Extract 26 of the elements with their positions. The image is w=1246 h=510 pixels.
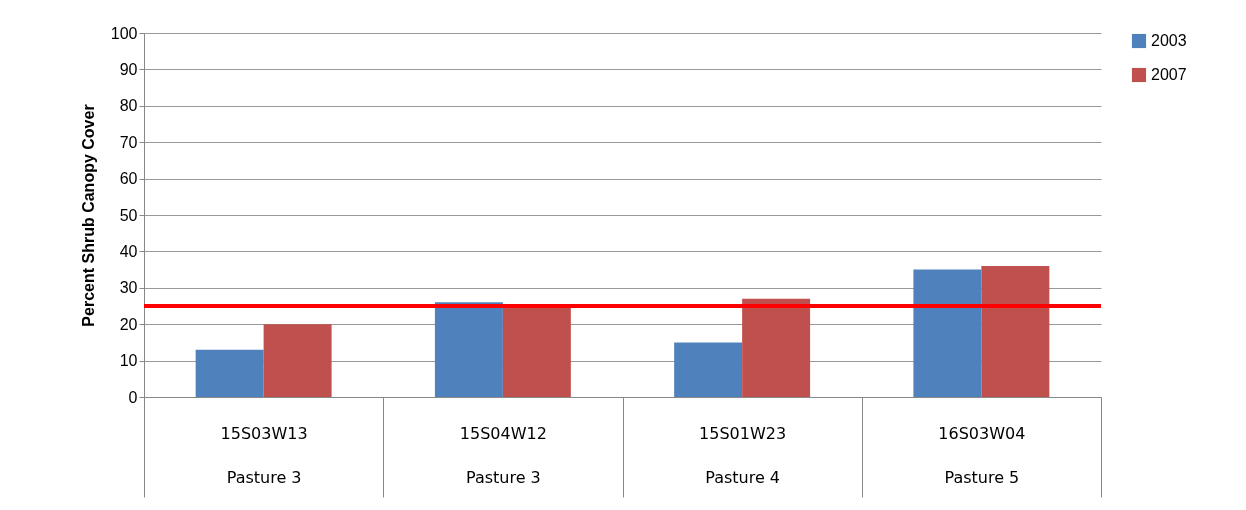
- y-tick-label: 0: [128, 388, 138, 406]
- category-label: 16S03W04 Pasture 5: [938, 423, 1026, 487]
- bar: [981, 265, 1050, 397]
- category-label: 15S04W12 Pasture 3: [459, 423, 547, 487]
- y-axis-title: Percent Shrub Canopy Cover: [79, 104, 97, 327]
- bar: [195, 349, 264, 397]
- y-tick-label: 30: [119, 279, 138, 297]
- y-tick-label: 60: [119, 170, 138, 188]
- bar: [674, 342, 743, 397]
- y-tick-label: 40: [119, 242, 138, 260]
- legend-label: 2003: [1151, 32, 1187, 49]
- y-tick-label: 50: [119, 206, 138, 224]
- legend-label: 2007: [1151, 66, 1187, 83]
- y-tick-label: 100: [110, 24, 138, 42]
- category-label: 15S03W13 Pasture 3: [220, 423, 308, 487]
- category-label: 15S01W23 Pasture 4: [699, 423, 787, 487]
- bar: [263, 324, 332, 397]
- y-tick-label: 80: [119, 97, 138, 115]
- y-tick-label: 10: [119, 352, 138, 370]
- bar: [434, 302, 503, 397]
- y-tick-label: 90: [119, 60, 138, 78]
- bar: [502, 306, 571, 397]
- y-tick-label: 70: [119, 133, 138, 151]
- bar: [742, 298, 811, 397]
- y-tick-label: 20: [119, 315, 138, 333]
- bar: [913, 269, 982, 397]
